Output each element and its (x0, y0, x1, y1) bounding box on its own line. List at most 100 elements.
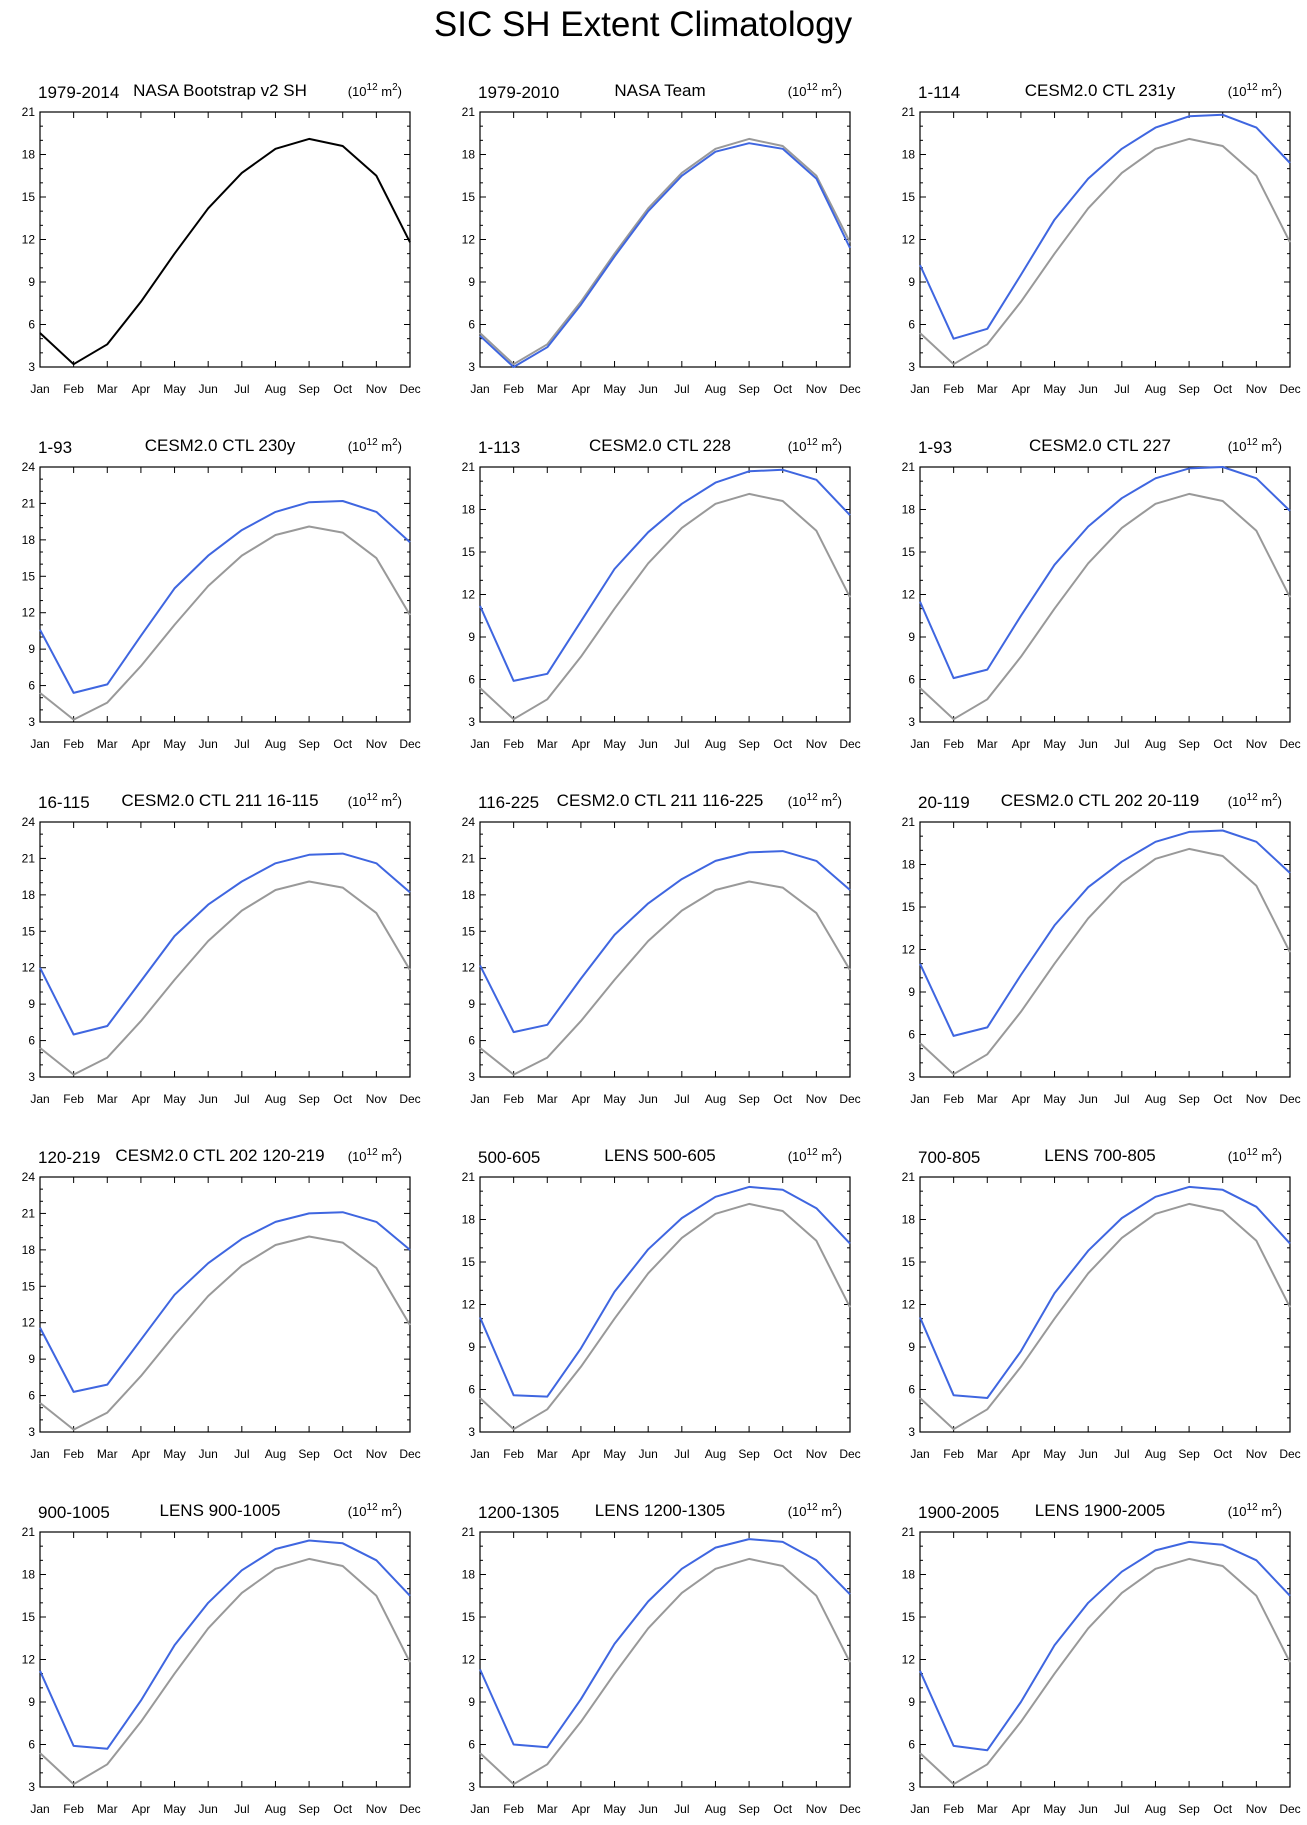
chart-12-line-model (919, 1185, 1291, 1399)
chart-2-xtick-label-nov: Nov (806, 382, 827, 396)
chart-9-ytick-label: 15 (902, 900, 916, 914)
chart-12-title: LENS 700-805 (1044, 1146, 1156, 1165)
chart-3-xtick-label-dec: Dec (1279, 382, 1300, 396)
chart-10-xtick-label-jan: Jan (30, 1447, 49, 1461)
chart-6-xtick-label-may: May (1043, 737, 1066, 751)
chart-8-xtick-label-feb: Feb (503, 1092, 524, 1106)
chart-10-xtick-label-feb: Feb (63, 1447, 84, 1461)
chart-5-line-reference (479, 492, 851, 721)
chart-12-xtick-label-dec: Dec (1279, 1447, 1300, 1461)
chart-6-ytick-label: 21 (902, 460, 916, 474)
chart-15-xtick-label-jan: Jan (910, 1802, 929, 1816)
chart-5-ytick-label: 6 (468, 673, 475, 687)
chart-11-title: LENS 500-605 (604, 1146, 716, 1165)
chart-15-xtick-label-feb: Feb (943, 1802, 964, 1816)
chart-2-xtick-label-dec: Dec (839, 382, 860, 396)
chart-3-ytick-label: 21 (902, 105, 916, 119)
chart-7-panel: 16-115 CESM2.0 CTL 211 16-115 (1012 m2) 3 6 9… (22, 791, 421, 1106)
chart-8-ytick-label: 9 (468, 997, 475, 1011)
chart-9-xtick-label-nov: Nov (1246, 1092, 1267, 1106)
chart-7-ytick-label: 12 (22, 961, 36, 975)
chart-8-xtick-label-nov: Nov (806, 1092, 827, 1106)
chart-3-ytick-label: 12 (902, 233, 916, 247)
chart-11-xtick-label-jan: Jan (470, 1447, 489, 1461)
chart-6-line-model (919, 466, 1291, 680)
chart-12-panel: 700-805 LENS 700-805 (1012 m2) 3 6 9 12 15 18 21 J… (902, 1146, 1301, 1461)
chart-9-xtick-label-jan: Jan (910, 1092, 929, 1106)
chart-1-ytick-label: 18 (22, 148, 36, 162)
chart-5-plot-frame (479, 466, 851, 723)
chart-13-xtick-label-mar: Mar (97, 1802, 118, 1816)
chart-10-xtick-label-sep: Sep (298, 1447, 320, 1461)
chart-7-xtick-label-nov: Nov (366, 1092, 387, 1106)
chart-10-ytick-label: 6 (28, 1389, 35, 1403)
chart-2-units-label: (1012 m2) (788, 82, 842, 99)
chart-15-xtick-label-aug: Aug (1145, 1802, 1166, 1816)
chart-2-ytick-label: 3 (468, 360, 475, 374)
chart-9-plot-frame (919, 821, 1291, 1078)
chart-13-units-label: (1012 m2) (348, 1502, 402, 1519)
chart-6-ytick-label: 15 (902, 545, 916, 559)
chart-10-xtick-label-apr: Apr (132, 1447, 151, 1461)
chart-5-xtick-label-may: May (603, 737, 626, 751)
chart-1-xtick-label-jan: Jan (30, 382, 49, 396)
chart-5-xtick-label-nov: Nov (806, 737, 827, 751)
chart-8-xtick-label-apr: Apr (572, 1092, 591, 1106)
chart-6-xtick-label-sep: Sep (1178, 737, 1200, 751)
chart-4-units-label: (1012 m2) (348, 437, 402, 454)
chart-11-ytick-label: 6 (468, 1383, 475, 1397)
chart-6-xtick-label-nov: Nov (1246, 737, 1267, 751)
chart-2-ytick-label: 21 (462, 105, 476, 119)
chart-11-xtick-label-dec: Dec (839, 1447, 860, 1461)
chart-12-period-label: 700-805 (918, 1148, 980, 1167)
chart-7-period-label: 16-115 (38, 793, 90, 812)
chart-15-panel: 1900-2005 LENS 1900-2005 (1012 m2) 3 6 9 12 15 1… (902, 1501, 1301, 1816)
chart-12-xtick-label-oct: Oct (1213, 1447, 1232, 1461)
chart-11-period-label: 500-605 (478, 1148, 540, 1167)
chart-2-xtick-label-oct: Oct (773, 382, 792, 396)
chart-15-units-label: (1012 m2) (1228, 1502, 1282, 1519)
chart-11-xtick-label-apr: Apr (572, 1447, 591, 1461)
chart-7-ytick-label: 24 (22, 815, 36, 829)
chart-12-xtick-label-jul: Jul (1114, 1447, 1129, 1461)
chart-9-period-label: 20-119 (918, 793, 970, 812)
chart-14-xtick-label-jan: Jan (470, 1802, 489, 1816)
chart-9-xtick-label-aug: Aug (1145, 1092, 1166, 1106)
chart-15-ytick-label: 6 (908, 1738, 915, 1752)
chart-2-xtick-label-jul: Jul (674, 382, 689, 396)
chart-10-ytick-label: 21 (22, 1206, 36, 1220)
chart-8-ytick-label: 6 (468, 1034, 475, 1048)
chart-11-ytick-label: 12 (462, 1298, 476, 1312)
chart-14-ytick-label: 6 (468, 1738, 475, 1752)
chart-5-ytick-label: 21 (462, 460, 476, 474)
chart-6-ytick-label: 6 (908, 673, 915, 687)
chart-10-xtick-label-jun: Jun (199, 1447, 218, 1461)
chart-6-xtick-label-jan: Jan (910, 737, 929, 751)
chart-3-ytick-label: 3 (908, 360, 915, 374)
chart-2-plot-frame (479, 111, 851, 368)
chart-5-line-model (479, 468, 851, 682)
chart-6-line-reference (919, 492, 1291, 721)
chart-2-title: NASA Team (614, 81, 705, 100)
chart-3-ytick-label: 6 (908, 318, 915, 332)
chart-8-ytick-label: 3 (468, 1070, 475, 1084)
chart-9-xtick-label-feb: Feb (943, 1092, 964, 1106)
chart-10-xtick-label-dec: Dec (399, 1447, 420, 1461)
chart-15-xtick-label-nov: Nov (1246, 1802, 1267, 1816)
chart-6-xtick-label-dec: Dec (1279, 737, 1300, 751)
chart-1-xtick-label-sep: Sep (298, 382, 320, 396)
chart-14-xtick-label-aug: Aug (705, 1802, 726, 1816)
chart-5-xtick-label-aug: Aug (705, 737, 726, 751)
chart-4-title: CESM2.0 CTL 230y (145, 436, 296, 455)
chart-11-panel: 500-605 LENS 500-605 (1012 m2) 3 6 9 12 15 18 21 J… (462, 1146, 861, 1461)
chart-13-line-reference (39, 1557, 411, 1786)
chart-4-xtick-label-feb: Feb (63, 737, 84, 751)
chart-2-xtick-label-apr: Apr (572, 382, 591, 396)
chart-14-units-label: (1012 m2) (788, 1502, 842, 1519)
chart-12-xtick-label-jan: Jan (910, 1447, 929, 1461)
chart-10-xtick-label-may: May (163, 1447, 186, 1461)
chart-5-ytick-label: 3 (468, 715, 475, 729)
chart-1-period-label: 1979-2014 (38, 83, 119, 102)
chart-11-ytick-label: 21 (462, 1170, 476, 1184)
chart-1-ytick-label: 6 (28, 318, 35, 332)
